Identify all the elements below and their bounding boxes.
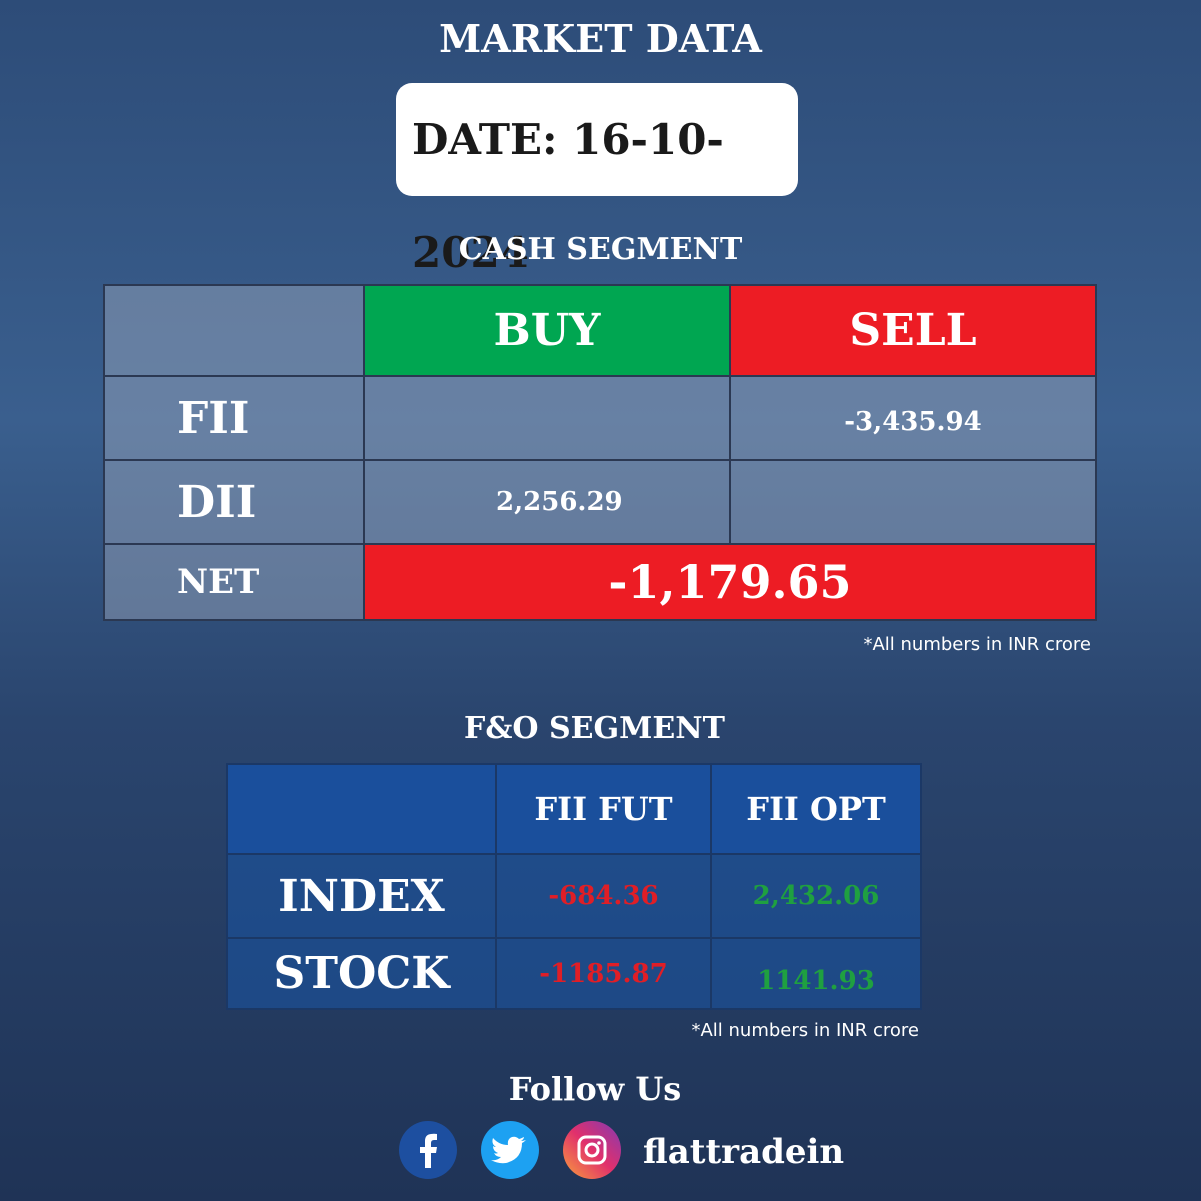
date: DATE: 16-10-2024 <box>396 83 798 277</box>
empty-cell <box>226 763 497 855</box>
fo-title: F&O SEGMENT <box>464 711 725 746</box>
note: *All numbers in INR crore <box>863 634 1091 655</box>
follow-us: Follow Us <box>508 1070 682 1108</box>
row-label: DII <box>103 459 365 545</box>
twitter-icon[interactable] <box>481 1121 539 1179</box>
header-cell: FII OPT <box>710 763 922 855</box>
empty-cell <box>103 284 365 377</box>
cash-title: CASH SEGMENT <box>458 232 743 267</box>
row-label: FII <box>103 375 365 461</box>
handle: flattradein <box>643 1132 845 1172</box>
facebook-icon[interactable] <box>399 1121 457 1179</box>
value-cell: 2,432.06 <box>710 853 922 939</box>
empty-cell <box>729 459 1097 545</box>
header-cell: SELL <box>729 284 1097 377</box>
row-label: NET <box>103 543 365 621</box>
value-cell: 2,256.29 <box>363 459 731 545</box>
instagram-icon[interactable] <box>563 1121 621 1179</box>
social-icons <box>399 1121 621 1179</box>
row-label: INDEX <box>226 853 497 939</box>
header-cell: BUY <box>363 284 731 377</box>
value-cell: -1185.87 <box>495 937 712 1010</box>
value-cell: -3,435.94 <box>729 375 1097 461</box>
value-cell: -684.36 <box>495 853 712 939</box>
empty-cell <box>363 375 731 461</box>
note: *All numbers in INR crore <box>691 1020 919 1041</box>
row-label: STOCK <box>226 937 497 1010</box>
title: MARKET DATA <box>439 16 762 61</box>
net-value: -1,179.65 <box>363 543 1097 621</box>
value-cell: 1141.93 <box>710 937 922 1010</box>
header-cell: FII FUT <box>495 763 712 855</box>
